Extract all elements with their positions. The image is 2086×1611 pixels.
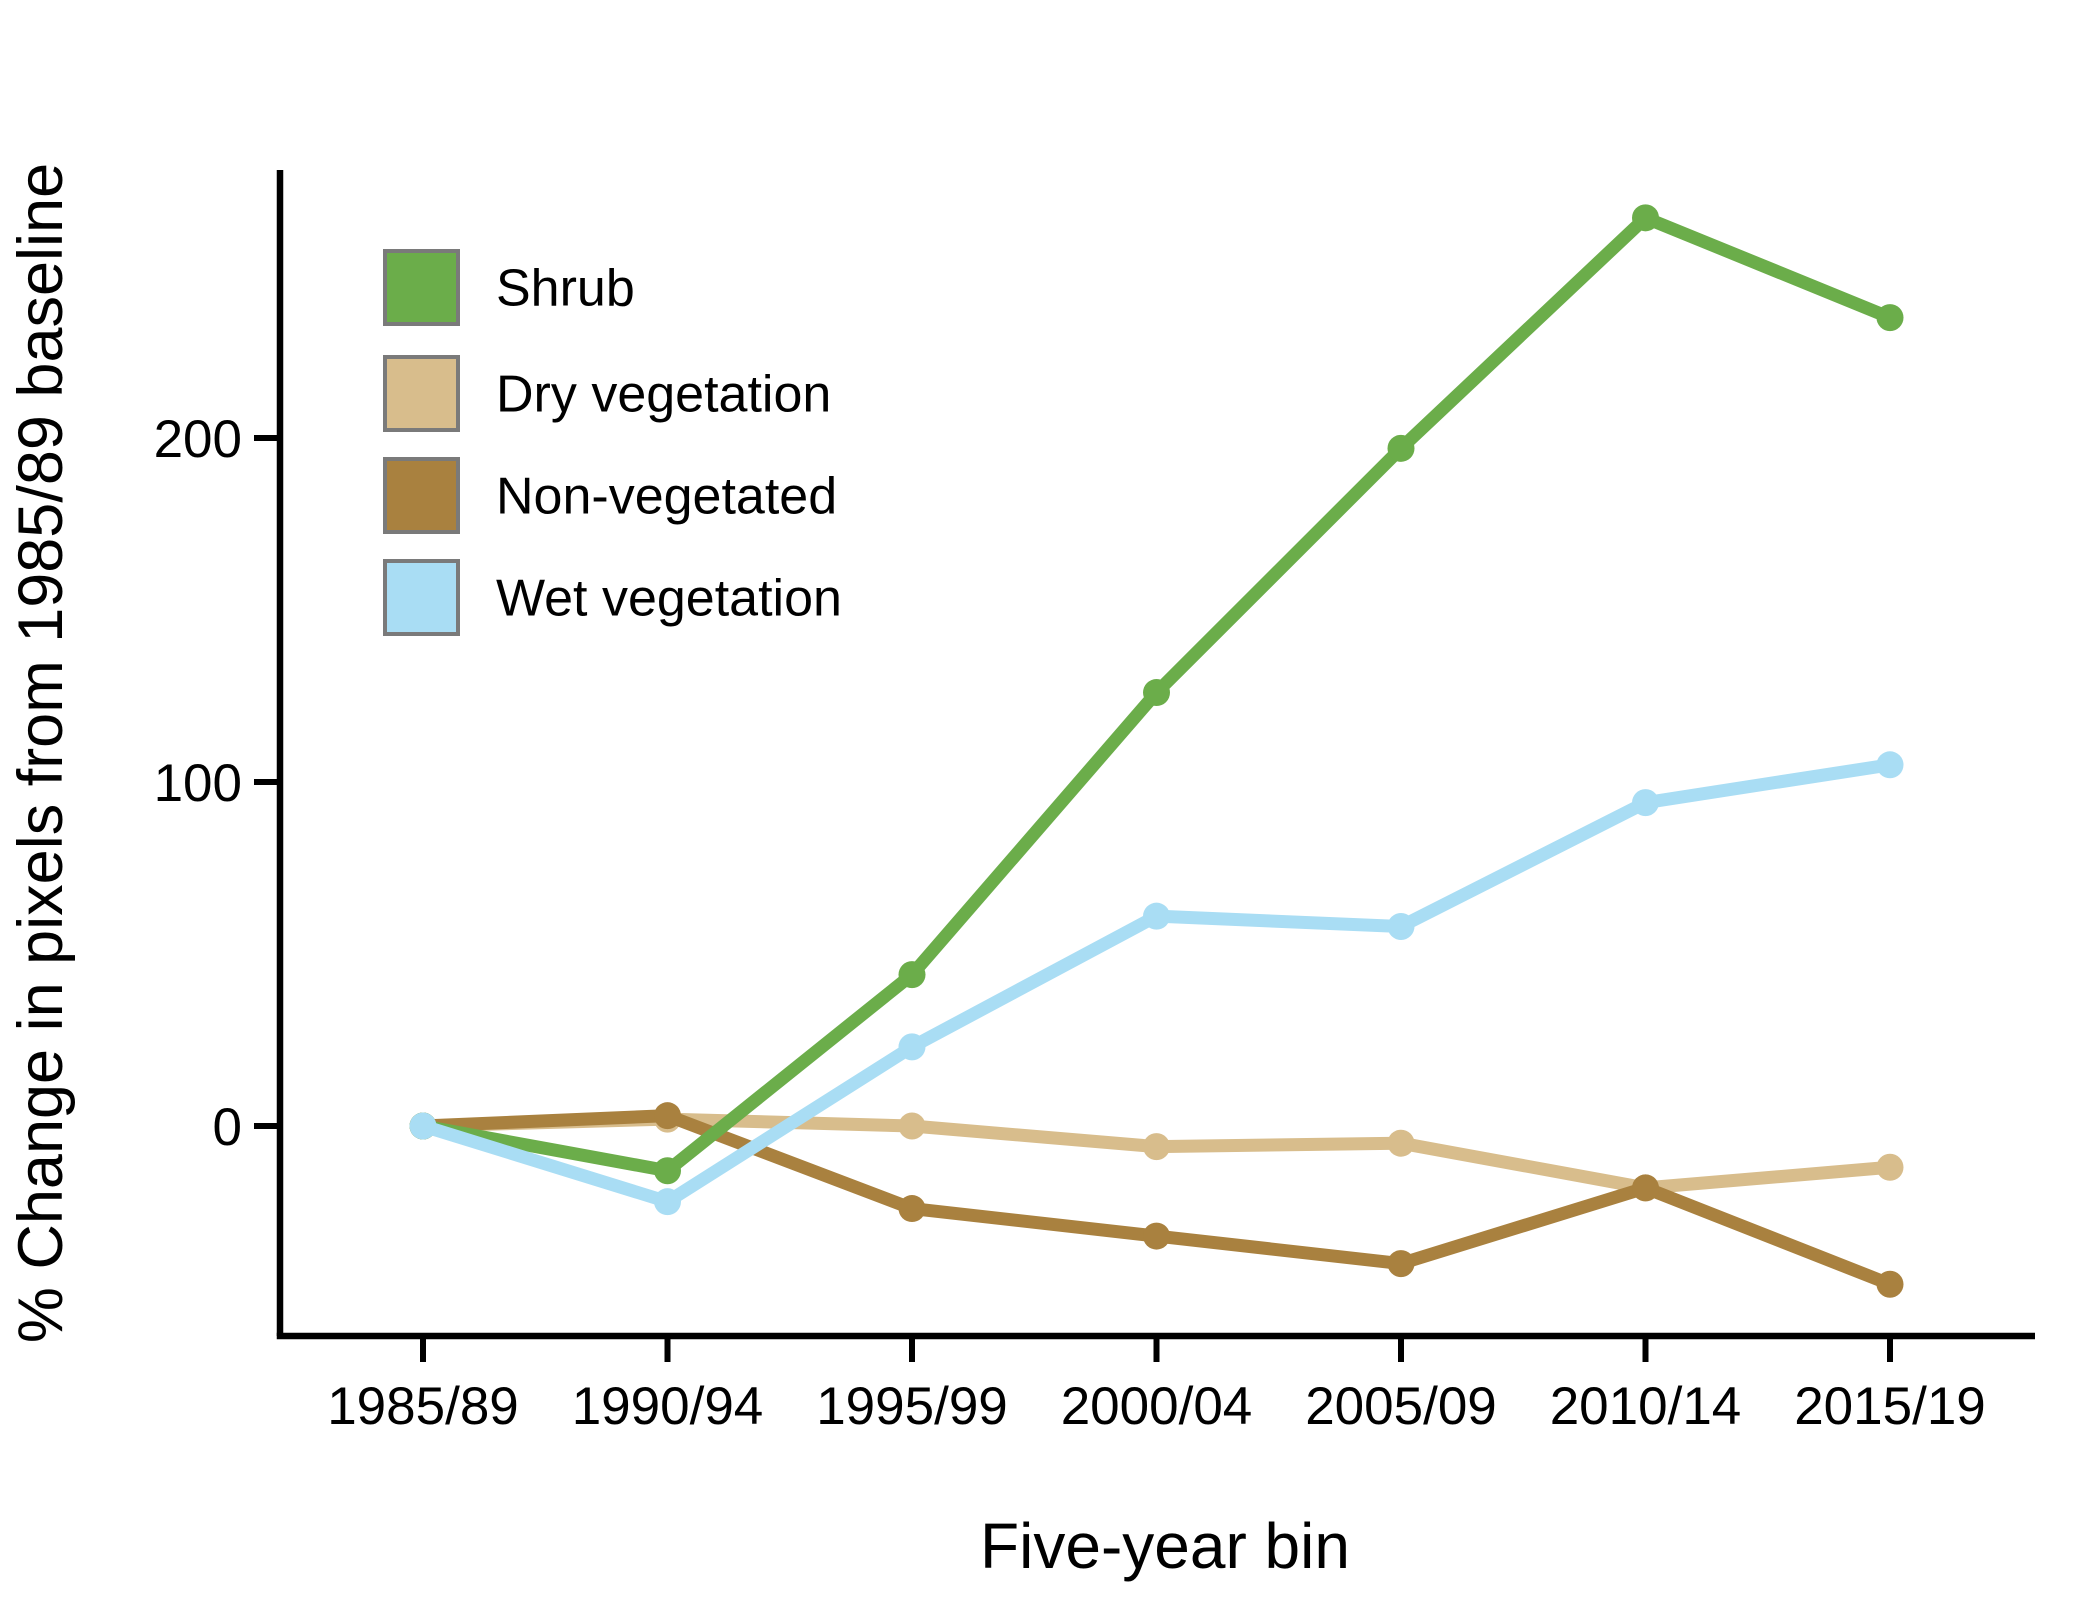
- data-point-dry-vegetation: [1876, 1153, 1904, 1181]
- legend-item-non-vegetated: Non-vegetated: [383, 457, 837, 534]
- y-axis-title: % Change in pixels from 1985/89 baseline: [6, 163, 76, 1343]
- data-point-wet-vegetation: [654, 1188, 681, 1216]
- axes: [254, 170, 2035, 1362]
- data-point-shrub: [1632, 204, 1659, 232]
- legend-label-wet-vegetation: Wet vegetation: [496, 570, 842, 628]
- legend-swatch-wet-vegetation: [383, 559, 460, 636]
- data-point-shrub: [1387, 434, 1415, 462]
- y-tick-label: 0: [213, 1098, 242, 1157]
- legend: Shrub Dry vegetation Non-vegetated Wet vege…: [383, 249, 842, 636]
- data-point-non-vegetated: [898, 1195, 926, 1223]
- x-tick-label: 1995/99: [816, 1377, 1008, 1436]
- data-point-wet-vegetation: [1143, 902, 1170, 930]
- data-series: [409, 204, 1904, 1298]
- legend-label-shrub: Shrub: [496, 260, 635, 318]
- x-axis-title: Five-year bin: [980, 1510, 1350, 1582]
- data-point-non-vegetated: [654, 1102, 681, 1130]
- data-point-shrub: [654, 1157, 681, 1185]
- data-point-non-vegetated: [1387, 1250, 1415, 1278]
- data-point-dry-vegetation: [1387, 1129, 1415, 1157]
- legend-swatch-non-vegetated: [383, 457, 460, 534]
- legend-label-non-vegetated: Non-vegetated: [496, 468, 837, 526]
- data-point-shrub: [898, 961, 926, 989]
- legend-item-shrub: Shrub: [383, 249, 635, 326]
- legend-swatch-shrub: [383, 249, 460, 326]
- legend-item-dry-vegetation: Dry vegetation: [383, 355, 831, 432]
- x-tick-label: 2015/19: [1794, 1377, 1986, 1436]
- data-point-wet-vegetation: [1876, 751, 1904, 779]
- series-non-vegetated: [409, 1102, 1904, 1298]
- data-point-wet-vegetation: [898, 1033, 926, 1061]
- x-tick-label: 2000/04: [1061, 1377, 1253, 1436]
- data-point-dry-vegetation: [898, 1112, 926, 1140]
- x-tick-label: 2005/09: [1305, 1377, 1497, 1436]
- legend-label-dry-vegetation: Dry vegetation: [496, 366, 831, 424]
- series-shrub: [409, 204, 1904, 1185]
- series-wet-vegetation: [409, 751, 1904, 1216]
- data-point-wet-vegetation: [1387, 912, 1415, 940]
- y-tick-label: 100: [154, 754, 242, 813]
- x-tick-label: 2010/14: [1550, 1377, 1742, 1436]
- y-tick-label: 200: [154, 410, 242, 469]
- legend-item-wet-vegetation: Wet vegetation: [383, 559, 842, 636]
- data-point-shrub: [1143, 679, 1170, 707]
- tick-labels: 200 100 0 1985/89 1990/94 1995/99 2000/04 2005/…: [154, 410, 1986, 1436]
- x-tick-label: 1985/89: [327, 1377, 519, 1436]
- legend-swatch-dry-vegetation: [383, 355, 460, 432]
- data-point-dry-vegetation: [1143, 1133, 1170, 1161]
- data-point-wet-vegetation: [1632, 789, 1659, 817]
- x-tick-label: 1990/94: [572, 1377, 764, 1436]
- data-point-wet-vegetation: [409, 1112, 437, 1140]
- data-point-non-vegetated: [1143, 1222, 1170, 1250]
- data-point-non-vegetated: [1632, 1174, 1659, 1202]
- data-point-non-vegetated: [1876, 1270, 1904, 1298]
- data-point-shrub: [1876, 304, 1904, 332]
